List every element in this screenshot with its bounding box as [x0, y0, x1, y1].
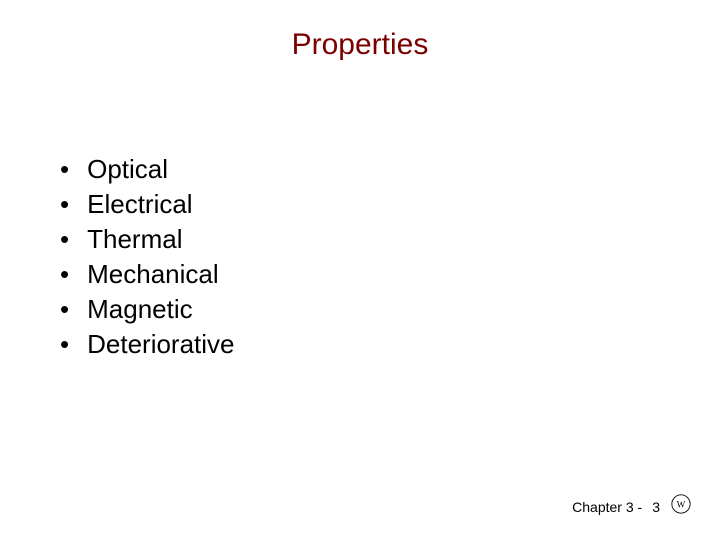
bullet-item: • Mechanical	[60, 257, 720, 292]
chapter-label: Chapter 3 -	[572, 499, 642, 515]
bullet-list: • Optical • Electrical • Thermal • Mecha…	[60, 152, 720, 363]
page-number: 3	[652, 499, 660, 515]
publisher-logo-icon: W	[670, 493, 692, 520]
bullet-item: • Deteriorative	[60, 327, 720, 362]
bullet-item: • Electrical	[60, 187, 720, 222]
bullet-dot: •	[60, 152, 69, 187]
bullet-item: • Thermal	[60, 222, 720, 257]
bullet-text: Optical	[87, 152, 168, 187]
bullet-dot: •	[60, 292, 69, 327]
bullet-text: Magnetic	[87, 292, 193, 327]
bullet-dot: •	[60, 187, 69, 222]
bullet-text: Deteriorative	[87, 327, 234, 362]
bullet-item: • Magnetic	[60, 292, 720, 327]
bullet-text: Mechanical	[87, 257, 219, 292]
slide-title: Properties	[0, 0, 720, 62]
bullet-text: Thermal	[87, 222, 182, 257]
bullet-text: Electrical	[87, 187, 192, 222]
footer: Chapter 3 - 3 W	[572, 493, 692, 520]
bullet-dot: •	[60, 257, 69, 292]
bullet-item: • Optical	[60, 152, 720, 187]
bullet-dot: •	[60, 327, 69, 362]
bullet-dot: •	[60, 222, 69, 257]
svg-text:W: W	[677, 500, 686, 510]
